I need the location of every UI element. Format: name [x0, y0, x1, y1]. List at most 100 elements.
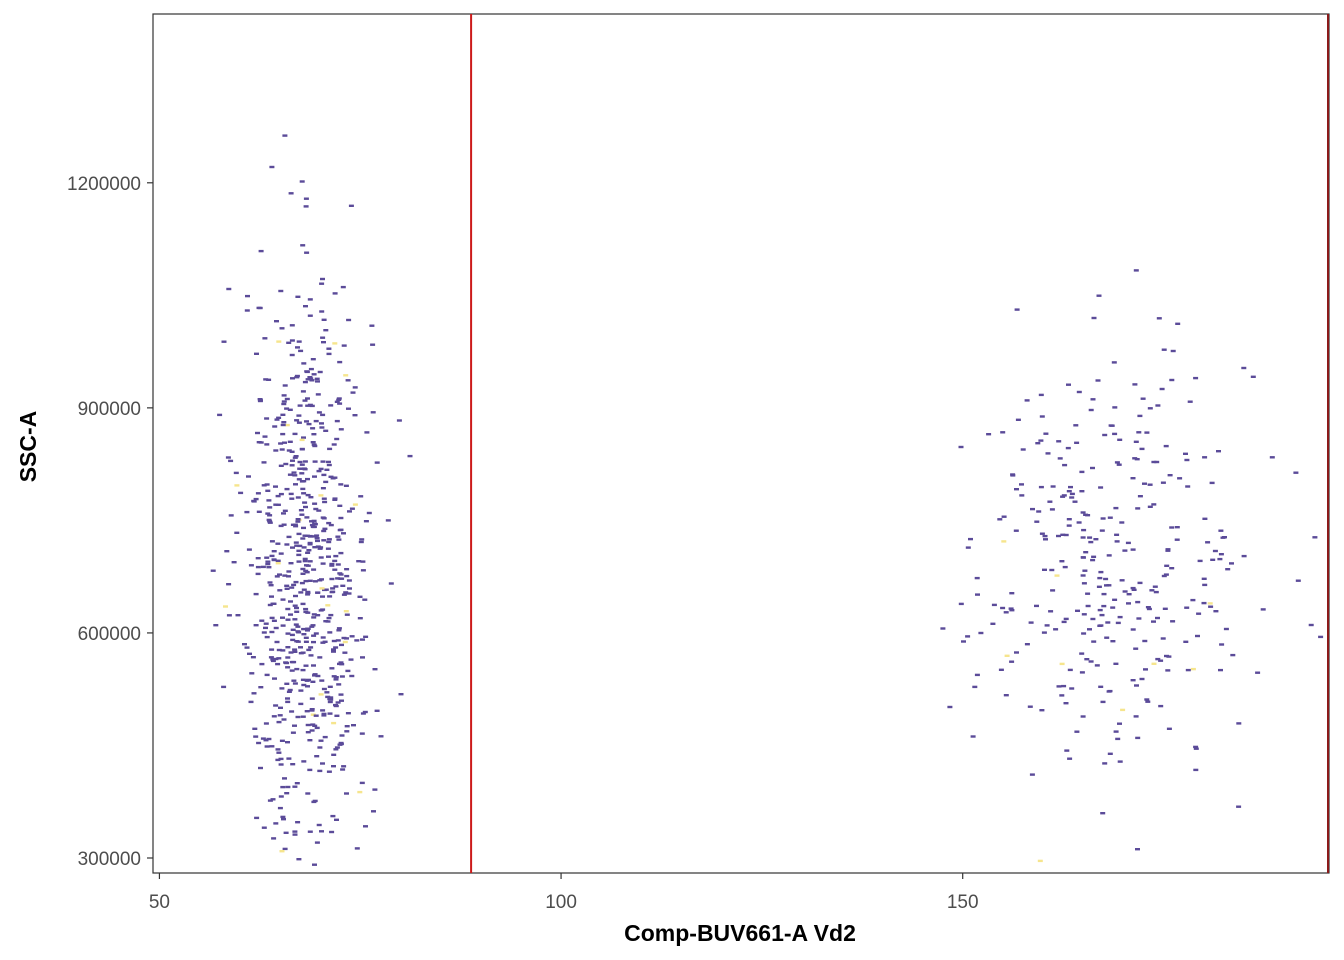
- data-point: [342, 640, 348, 644]
- data-point: [349, 507, 355, 510]
- data-point: [302, 399, 308, 402]
- data-point: [1093, 538, 1099, 541]
- data-point: [292, 523, 298, 526]
- data-point: [268, 656, 274, 659]
- data-point: [1213, 610, 1219, 613]
- data-point: [1159, 387, 1165, 391]
- data-point: [284, 584, 290, 587]
- data-point: [322, 588, 327, 592]
- data-point: [262, 435, 268, 438]
- data-point: [253, 497, 259, 501]
- data-point: [319, 422, 324, 425]
- data-point: [1134, 684, 1139, 687]
- data-point: [337, 577, 343, 580]
- data-point: [339, 663, 345, 666]
- data-point: [284, 407, 290, 410]
- data-point: [1202, 517, 1208, 520]
- data-point: [334, 419, 340, 423]
- data-point: [1183, 452, 1188, 455]
- data-point: [1015, 418, 1021, 421]
- data-point: [285, 741, 290, 744]
- data-point: [228, 514, 234, 517]
- data-point: [299, 463, 305, 466]
- data-point: [1045, 452, 1051, 455]
- data-point: [332, 292, 338, 295]
- data-point: [315, 380, 320, 383]
- data-point: [300, 602, 306, 606]
- data-point: [290, 638, 296, 642]
- data-point: [285, 697, 290, 700]
- data-point: [248, 700, 254, 704]
- data-point: [1050, 589, 1056, 592]
- data-point: [1098, 570, 1104, 574]
- data-point: [294, 782, 300, 785]
- data-point: [308, 496, 314, 499]
- data-point: [1295, 579, 1301, 582]
- data-point: [300, 244, 306, 247]
- data-point: [328, 696, 334, 699]
- data-point: [321, 497, 327, 500]
- data-point: [1105, 621, 1111, 624]
- data-point: [1193, 768, 1199, 772]
- data-point: [320, 336, 326, 339]
- data-point: [319, 830, 324, 833]
- data-point: [294, 610, 300, 613]
- data-point: [337, 402, 343, 405]
- data-point: [305, 404, 311, 407]
- data-point: [329, 577, 335, 581]
- data-point: [293, 594, 298, 598]
- data-point: [266, 518, 272, 522]
- data-point: [338, 551, 344, 555]
- data-point: [363, 520, 369, 523]
- data-point: [1132, 383, 1138, 386]
- data-point: [312, 674, 317, 677]
- data-point: [333, 554, 339, 558]
- data-point: [1155, 404, 1161, 407]
- data-point: [278, 795, 284, 798]
- data-point: [285, 656, 291, 659]
- data-point: [407, 454, 413, 458]
- data-point: [264, 483, 270, 486]
- data-point: [1098, 486, 1104, 489]
- data-point: [282, 509, 288, 512]
- data-point: [354, 847, 360, 850]
- data-point: [1050, 485, 1056, 488]
- data-point: [1097, 608, 1103, 612]
- data-point: [300, 487, 306, 491]
- data-point: [281, 512, 286, 515]
- data-point: [296, 340, 302, 343]
- data-point: [305, 627, 311, 630]
- data-point: [1230, 653, 1236, 657]
- data-point: [1122, 590, 1128, 593]
- data-point: [295, 496, 301, 499]
- data-point: [1036, 510, 1042, 513]
- data-point: [300, 572, 306, 575]
- data-point: [345, 712, 351, 715]
- data-point: [315, 614, 321, 617]
- data-point: [301, 546, 307, 549]
- data-point: [303, 640, 309, 643]
- data-point: [305, 685, 310, 688]
- data-point: [293, 623, 299, 626]
- data-point: [1155, 657, 1161, 661]
- data-point: [1130, 586, 1136, 590]
- data-point: [320, 595, 325, 598]
- data-point: [343, 610, 349, 613]
- data-point: [284, 487, 290, 491]
- data-point: [362, 598, 368, 601]
- data-point: [1087, 628, 1092, 631]
- data-point: [225, 456, 231, 459]
- data-point: [263, 378, 269, 381]
- data-point: [1034, 520, 1040, 523]
- data-point: [267, 799, 273, 802]
- data-point: [1107, 516, 1113, 519]
- data-point: [1076, 521, 1082, 524]
- data-point: [275, 503, 281, 506]
- data-point: [288, 192, 294, 195]
- data-points: [210, 134, 1324, 866]
- data-point: [990, 622, 996, 625]
- data-point: [332, 476, 338, 479]
- data-point: [360, 656, 365, 659]
- data-point: [1096, 585, 1102, 588]
- data-point: [267, 520, 273, 523]
